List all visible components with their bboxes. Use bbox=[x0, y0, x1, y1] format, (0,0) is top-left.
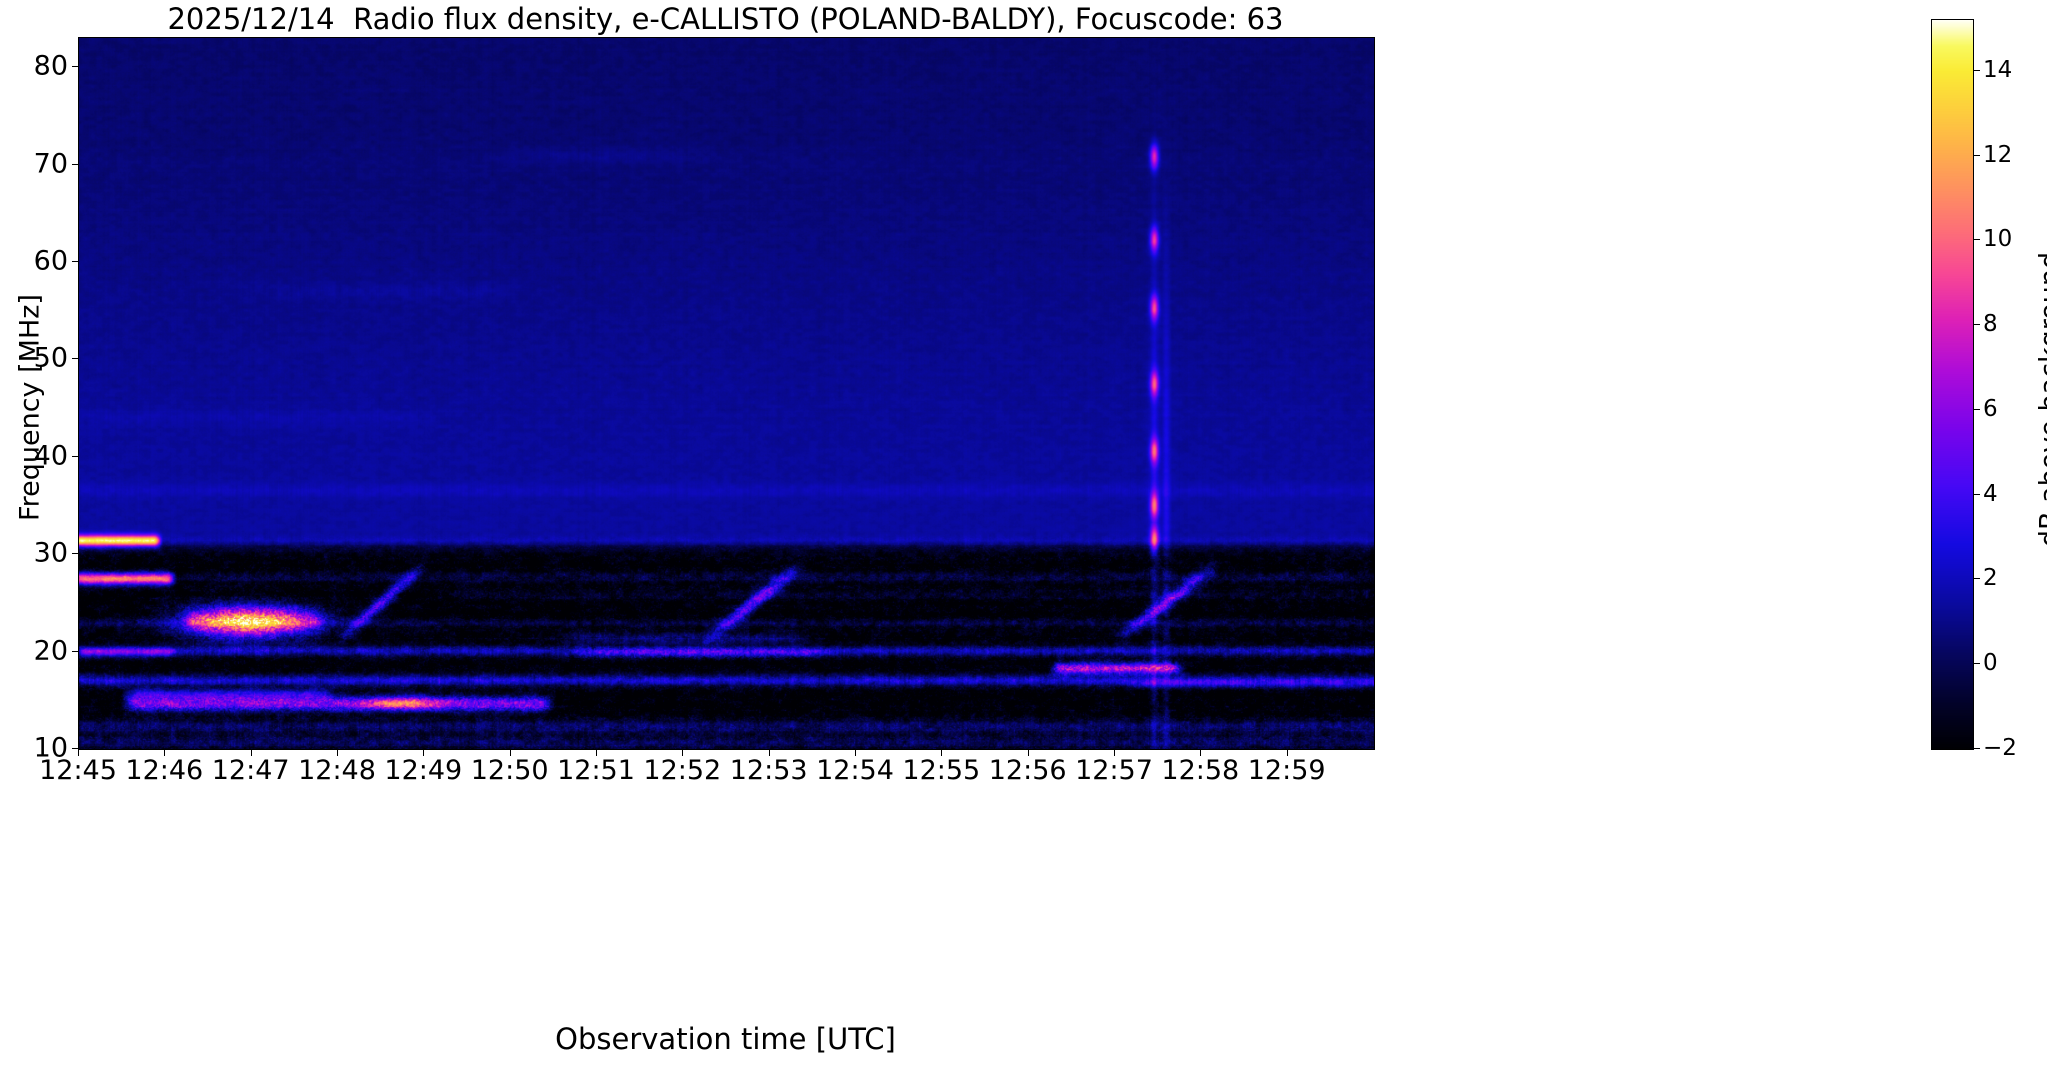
x-tick-mark bbox=[682, 749, 684, 756]
colorbar-tick-mark bbox=[1973, 663, 1980, 665]
y-tick-mark bbox=[72, 66, 79, 68]
colorbar-label: dB above background bbox=[2034, 251, 2047, 548]
x-tick-label: 12:47 bbox=[211, 755, 290, 786]
colorbar-tick-label: −2 bbox=[1983, 735, 2017, 761]
x-tick-label: 12:51 bbox=[557, 755, 635, 786]
x-tick-mark bbox=[596, 749, 597, 756]
x-tick-label: 12:50 bbox=[470, 755, 549, 786]
colorbar[interactable] bbox=[1931, 19, 1974, 750]
colorbar-tick-mark bbox=[1973, 324, 1980, 326]
x-tick-mark bbox=[423, 749, 425, 756]
x-tick-mark bbox=[1200, 749, 1202, 756]
x-tick-label: 12:58 bbox=[1161, 755, 1240, 786]
x-tick-mark bbox=[337, 749, 338, 756]
x-tick-label: 12:52 bbox=[643, 755, 722, 786]
y-tick-mark bbox=[72, 358, 79, 360]
colorbar-tick-mark bbox=[1973, 69, 1980, 71]
y-tick-mark bbox=[72, 163, 79, 165]
colorbar-tick-mark bbox=[1973, 239, 1980, 241]
y-tick-mark bbox=[72, 261, 79, 262]
x-tick-mark bbox=[164, 749, 166, 756]
colorbar-tick-label: 0 bbox=[1983, 650, 1998, 677]
page-title: 2025/12/14 Radio flux density, e-CALLIST… bbox=[167, 2, 1284, 36]
x-tick-mark bbox=[509, 749, 511, 756]
y-tick-mark bbox=[72, 455, 79, 457]
x-tick-label: 12:48 bbox=[298, 755, 376, 786]
spectrogram-image[interactable] bbox=[79, 38, 1374, 749]
x-tick-label: 12:49 bbox=[384, 755, 463, 786]
colorbar-gradient bbox=[1932, 20, 1973, 749]
y-tick-mark bbox=[72, 553, 79, 555]
y-tick-mark bbox=[72, 748, 79, 749]
y-tick-label: 20 bbox=[33, 635, 68, 667]
colorbar-tick-mark bbox=[1973, 578, 1980, 580]
x-tick-mark bbox=[1286, 749, 1288, 756]
y-tick-label: 70 bbox=[33, 148, 68, 180]
y-tick-label: 40 bbox=[33, 440, 68, 472]
x-tick-label: 12:53 bbox=[729, 755, 808, 786]
y-tick-label: 60 bbox=[33, 245, 68, 277]
x-tick-mark bbox=[1114, 749, 1115, 756]
colorbar-tick-mark bbox=[1973, 748, 1980, 749]
x-tick-mark bbox=[1027, 749, 1029, 756]
colorbar-tick-label: 14 bbox=[1983, 56, 2013, 83]
colorbar-tick-mark bbox=[1973, 493, 1980, 495]
y-tick-label: 50 bbox=[33, 342, 68, 374]
colorbar-tick-mark bbox=[1973, 408, 1980, 410]
y-tick-label: 80 bbox=[33, 50, 68, 82]
x-axis-label: Observation time [UTC] bbox=[555, 1022, 896, 1056]
colorbar-tick-label: 2 bbox=[1983, 565, 1998, 592]
x-tick-label: 12:56 bbox=[988, 755, 1067, 786]
x-tick-mark bbox=[768, 749, 770, 756]
colorbar-tick-label: 12 bbox=[1983, 141, 2013, 168]
x-tick-label: 12:46 bbox=[125, 755, 204, 786]
colorbar-tick-label: 10 bbox=[1983, 226, 2013, 253]
x-tick-mark bbox=[855, 749, 856, 756]
y-tick-mark bbox=[72, 650, 79, 652]
colorbar-tick-mark bbox=[1973, 154, 1980, 156]
x-tick-label: 12:54 bbox=[816, 755, 894, 786]
x-tick-mark bbox=[250, 749, 252, 756]
colorbar-tick-label: 8 bbox=[1983, 311, 1998, 338]
colorbar-tick-label: 4 bbox=[1983, 480, 1998, 507]
y-tick-label: 30 bbox=[33, 537, 68, 569]
x-tick-label: 12:55 bbox=[902, 755, 981, 786]
x-tick-label: 12:59 bbox=[1247, 755, 1326, 786]
spectrogram-axes[interactable] bbox=[78, 37, 1375, 750]
x-tick-mark bbox=[941, 749, 943, 756]
x-tick-mark bbox=[78, 749, 79, 756]
y-tick-label: 10 bbox=[33, 732, 68, 764]
colorbar-tick-label: 6 bbox=[1983, 395, 1998, 422]
x-tick-label: 12:57 bbox=[1075, 755, 1153, 786]
x-tick-label: 12:45 bbox=[39, 755, 117, 786]
